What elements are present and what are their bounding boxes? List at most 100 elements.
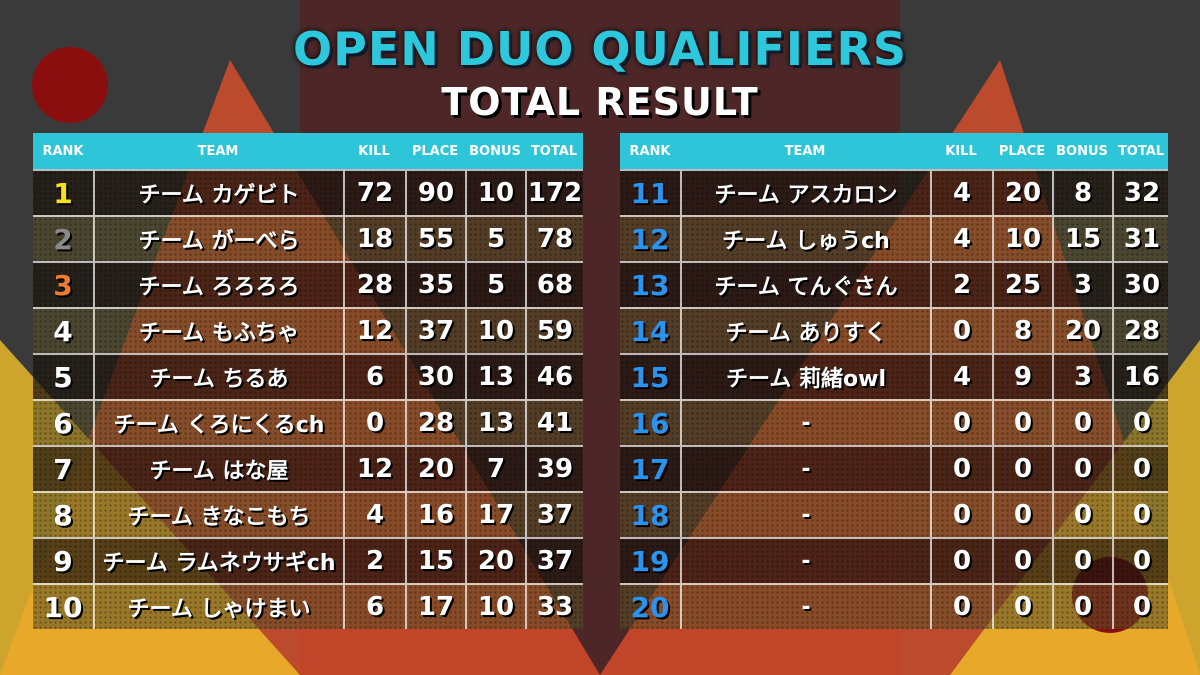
table-cell: 0 [992, 493, 1052, 537]
table-row: 3 チーム ろろろろ 28 35 5 68 [33, 261, 583, 307]
table-cell: 4 [930, 171, 992, 215]
column-header: TEAM [197, 143, 239, 159]
team-cell: - [680, 401, 930, 445]
table-cell: 35 [405, 263, 465, 307]
table-cell: 5 [53, 360, 73, 394]
table-cell: 16 [405, 493, 465, 537]
table-cell: 28 [1112, 309, 1170, 353]
team-cell: チーム ありすく [680, 309, 930, 353]
table-cell: 25 [992, 263, 1052, 307]
table-cell: 10 [43, 590, 83, 624]
team-cell: チーム ラムネウサギch [93, 539, 343, 583]
table-cell: 20 [405, 447, 465, 491]
table-cell: 78 [525, 217, 583, 261]
table-cell: 0 [930, 585, 992, 629]
table-cell: 15 [405, 539, 465, 583]
table-cell: 33 [525, 585, 583, 629]
table-cell: 0 [930, 493, 992, 537]
table-row: 4 チーム もふちゃ 12 37 10 59 [33, 307, 583, 353]
team-cell: チーム カゲビト [93, 171, 343, 215]
team-cell: チーム 莉緒owl [680, 355, 930, 399]
table-cell: 6 [343, 355, 405, 399]
table-cell: 28 [405, 401, 465, 445]
table-row: 6 チーム くろにくるch 0 28 13 41 [33, 399, 583, 445]
team-cell: - [680, 585, 930, 629]
table-cell: 7 [465, 447, 525, 491]
table-cell: 12 [343, 447, 405, 491]
team-cell: チーム はな屋 [93, 447, 343, 491]
table-cell: 0 [992, 539, 1052, 583]
table-cell: 3 [1052, 263, 1112, 307]
table-row: 5 チーム ちるあ 6 30 13 46 [33, 353, 583, 399]
table-row: 20-0 0 0 0 [620, 583, 1168, 629]
table-row: 9 チーム ラムネウサギch 2 15 20 37 [33, 537, 583, 583]
table-row: 17-0 0 0 0 [620, 445, 1168, 491]
table-cell: 0 [1052, 493, 1112, 537]
table-row: 10 チーム しゃけまい 6 17 10 33 [33, 583, 583, 629]
team-cell: チーム アスカロン [680, 171, 930, 215]
table-cell: 13 [630, 268, 670, 302]
table-cell: 0 [1112, 401, 1170, 445]
table-cell: 2 [343, 539, 405, 583]
table-cell: 0 [992, 401, 1052, 445]
table-row: 14 チーム ありすく 0 8 20 28 [620, 307, 1168, 353]
results-table: RANK TEAM KILL PLACE BONUS TOTAL 11 チーム アスカロン 4 2… [620, 133, 1168, 629]
table-cell: 18 [630, 498, 670, 532]
table-row: 13 チーム てんぐさん 2 25 3 30 [620, 261, 1168, 307]
team-cell: チーム てんぐさん [680, 263, 930, 307]
table-cell: 0 [930, 401, 992, 445]
table-cell: 39 [525, 447, 583, 491]
column-header: BONUS [469, 143, 521, 159]
table-cell: 2 [930, 263, 992, 307]
table-cell: 32 [1112, 171, 1170, 215]
table-cell: 20 [630, 590, 670, 624]
table-cell: 0 [1112, 493, 1170, 537]
table-cell: 0 [930, 447, 992, 491]
table-cell: 13 [465, 401, 525, 445]
table-cell: 9 [53, 544, 73, 578]
table-cell: 30 [405, 355, 465, 399]
table-cell: 8 [1052, 171, 1112, 215]
table-cell: 0 [1112, 539, 1170, 583]
table-cell: 59 [525, 309, 583, 353]
column-header: RANK [42, 143, 84, 159]
table-cell: 2 [53, 222, 73, 256]
team-cell: チーム しゅうch [680, 217, 930, 261]
table-cell: 37 [405, 309, 465, 353]
table-cell: 6 [343, 585, 405, 629]
table-cell: 17 [405, 585, 465, 629]
table-cell: 4 [53, 314, 73, 348]
team-cell: チーム くろにくるch [93, 401, 343, 445]
table-cell: 17 [465, 493, 525, 537]
table-row: 1 チーム カゲビト 72 90 10 172 [33, 169, 583, 215]
team-cell: チーム がーべら [93, 217, 343, 261]
table-cell: 20 [465, 539, 525, 583]
title: OPEN DUO QUALIFIERS [293, 22, 907, 76]
header-row: RANK TEAM KILL PLACE BONUS TOTAL [620, 133, 1168, 169]
column-header: BONUS [1056, 143, 1108, 159]
table-cell: 3 [1052, 355, 1112, 399]
table-cell: 17 [630, 452, 670, 486]
table-row: 7 チーム はな屋 12 20 7 39 [33, 445, 583, 491]
table-cell: 72 [343, 171, 405, 215]
column-header: RANK [629, 143, 671, 159]
table-cell: 0 [1052, 447, 1112, 491]
table-cell: 55 [405, 217, 465, 261]
column-header: PLACE [411, 143, 459, 159]
table-cell: 12 [343, 309, 405, 353]
table-cell: 10 [465, 585, 525, 629]
table-cell: 0 [1052, 539, 1112, 583]
table-row: 19-0 0 0 0 [620, 537, 1168, 583]
table-cell: 8 [53, 498, 73, 532]
table-cell: 41 [525, 401, 583, 445]
table-cell: 10 [465, 171, 525, 215]
table-cell: 19 [630, 544, 670, 578]
table-cell: 37 [525, 539, 583, 583]
table-row: 16-0 0 0 0 [620, 399, 1168, 445]
table-cell: 4 [343, 493, 405, 537]
results-table: RANK TEAM KILL PLACE BONUS TOTAL 1 チーム カゲビト 72 90… [33, 133, 583, 629]
table-cell: 12 [630, 222, 670, 256]
table-cell: 5 [465, 263, 525, 307]
table-cell: 15 [1052, 217, 1112, 261]
